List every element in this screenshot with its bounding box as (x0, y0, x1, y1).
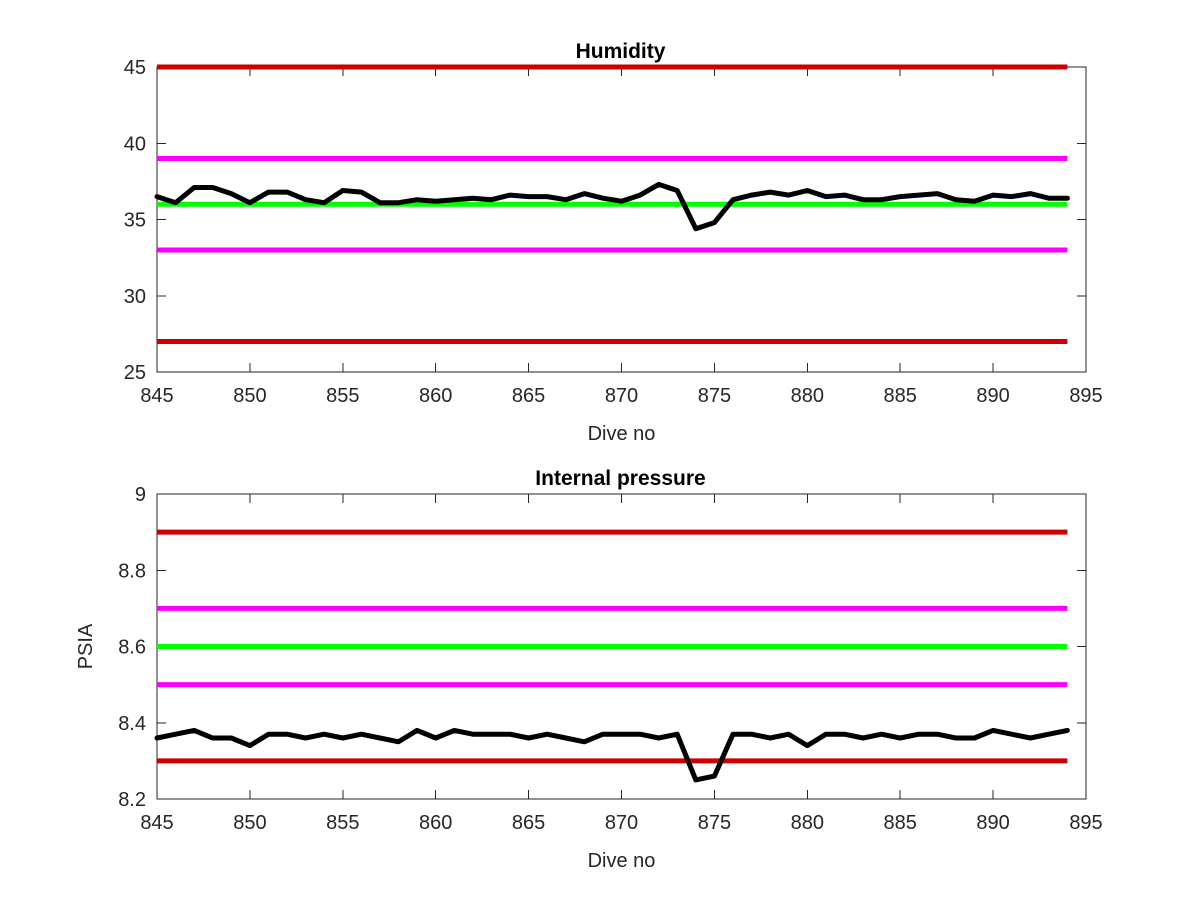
humidity-chart: 845 850 855 860 865 870 875 880 885 890 895 25 30 35 4… (124, 40, 1103, 445)
pressure-x-tick-label: 855 (326, 812, 359, 834)
humidity-x-axis-label: Dive no (588, 423, 656, 445)
pressure-y-axis-label: PSIA (75, 623, 97, 669)
humidity-x-tick-label: 885 (884, 385, 917, 407)
humidity-x-tick-label: 860 (419, 385, 452, 407)
pressure-y-tick-label: 8.8 (118, 560, 146, 582)
pressure-x-tick-label: 865 (512, 812, 545, 834)
humidity-x-tick-label: 865 (512, 385, 545, 407)
pressure-x-axis-label: Dive no (588, 850, 656, 872)
humidity-x-tick-label: 880 (791, 385, 824, 407)
humidity-x-tick-label: 845 (140, 385, 173, 407)
humidity-x-tick-label: 850 (233, 385, 266, 407)
humidity-x-tick-label: 855 (326, 385, 359, 407)
humidity-y-tick-label: 40 (124, 133, 146, 155)
pressure-chart-title: Internal pressure (535, 467, 705, 490)
pressure-x-tick-label: 885 (884, 812, 917, 834)
pressure-x-tick-label: 875 (698, 812, 731, 834)
humidity-x-tick-label: 875 (698, 385, 731, 407)
pressure-y-tick-label: 8.4 (118, 713, 146, 735)
humidity-y-tick-label: 35 (124, 210, 146, 232)
pressure-series-line (154, 727, 1070, 783)
pressure-x-tick-label: 880 (791, 812, 824, 834)
pressure-y-tick-label: 8.6 (118, 637, 146, 659)
humidity-y-tick-label: 30 (124, 286, 146, 308)
pressure-x-tick-label: 860 (419, 812, 452, 834)
humidity-x-tick-label: 890 (976, 385, 1009, 407)
pressure-x-tick-label: 870 (605, 812, 638, 834)
pressure-x-tick-label: 845 (140, 812, 173, 834)
pressure-y-tick-label: 8.2 (118, 789, 146, 811)
humidity-x-tick-label: 870 (605, 385, 638, 407)
pressure-y-tick-label: 9 (135, 484, 146, 506)
pressure-x-tick-label: 895 (1069, 812, 1102, 834)
humidity-y-tick-label: 25 (124, 362, 146, 384)
humidity-axes-box (156, 66, 1087, 373)
pressure-x-tick-label: 890 (976, 812, 1009, 834)
humidity-series-line (154, 181, 1070, 232)
humidity-x-tick-label: 895 (1069, 385, 1102, 407)
pressure-x-tick-label: 850 (233, 812, 266, 834)
humidity-y-tick-label: 45 (124, 57, 146, 79)
internal-pressure-chart: 845 850 855 860 865 870 875 880 885 890 895 8.2 8.4 8… (75, 467, 1103, 872)
humidity-chart-title: Humidity (576, 40, 666, 63)
